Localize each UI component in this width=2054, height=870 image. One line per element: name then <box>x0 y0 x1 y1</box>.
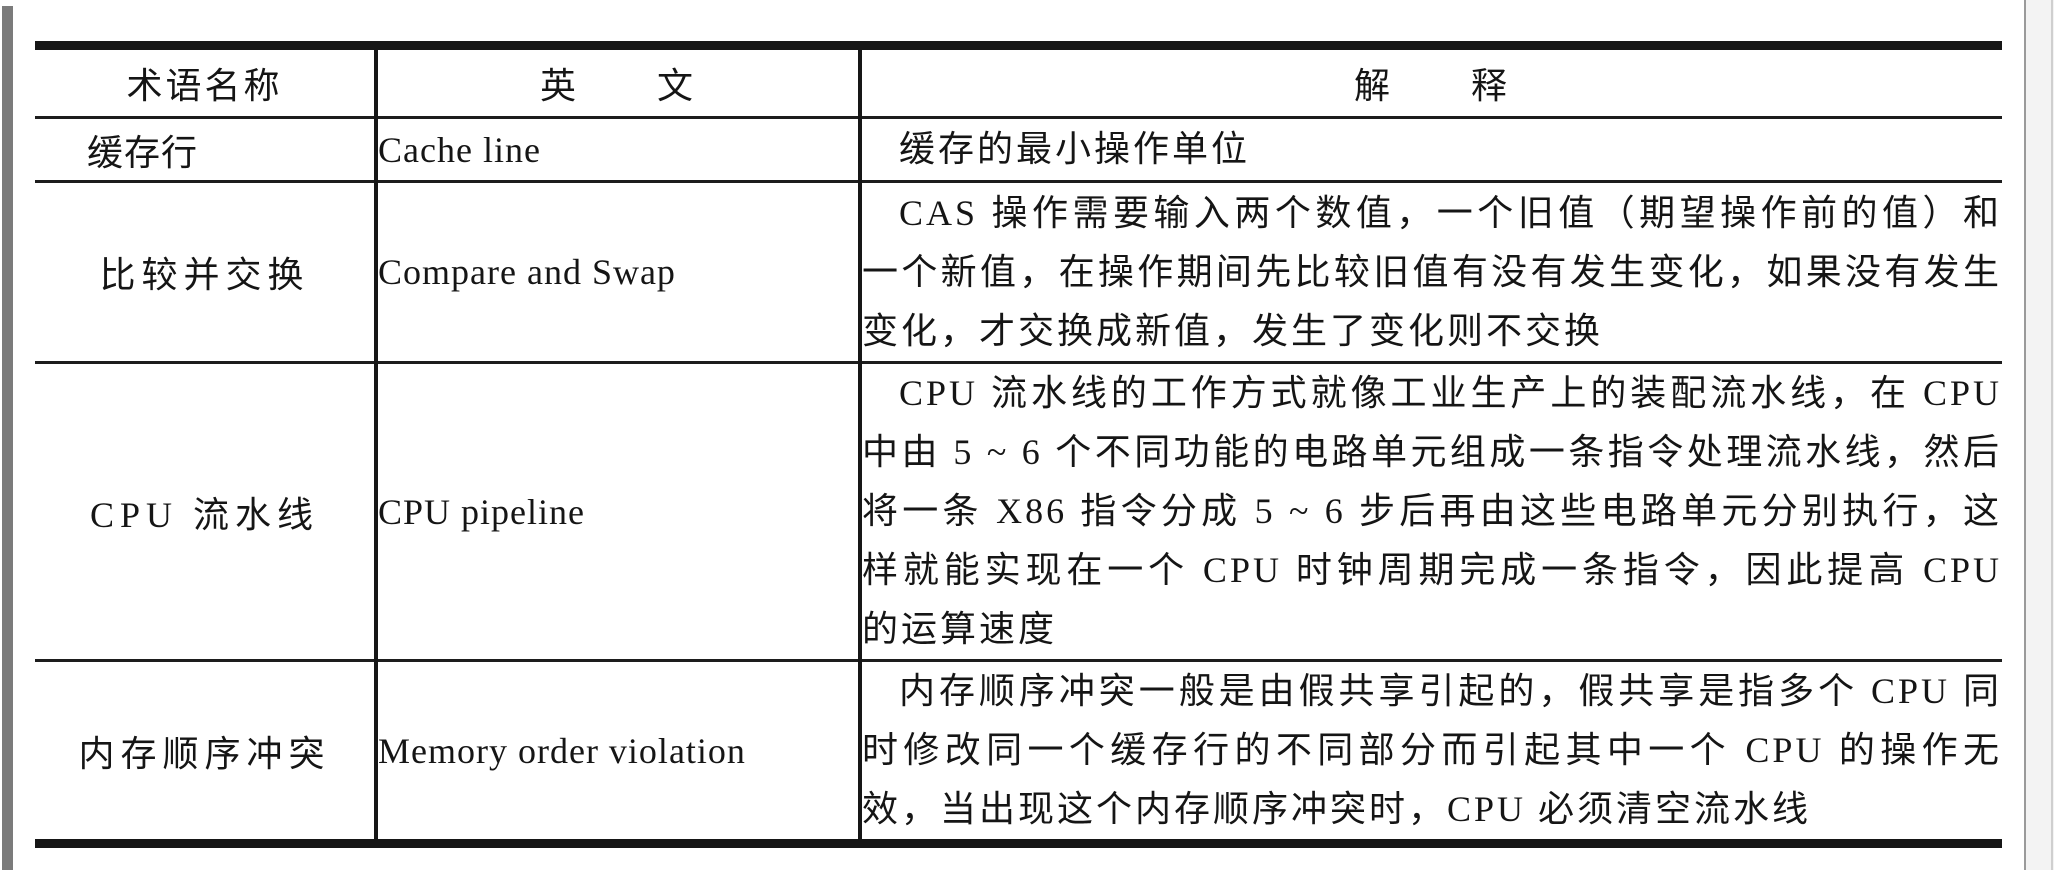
column-header-english: 英 文 <box>374 45 860 119</box>
cell-term: CPU 流水线 <box>89 494 320 535</box>
cell-term: 比较并交换 <box>99 255 310 295</box>
cell-explanation: 内存顺序冲突一般是由假共享引起的，假共享是指多个 CPU 同时修改同一个缓存行的… <box>858 660 2002 844</box>
table-row: CPU 流水线 CPU pipeline CPU 流水线的工作方式就像工业生产上的装… <box>35 362 2002 661</box>
table-row: 缓存行 Cache line 缓存的最小操作单位 <box>35 117 2002 182</box>
right-gutter <box>2024 0 2054 870</box>
cell-english: Compare and Swap <box>374 181 860 363</box>
window-edge-strip <box>2 6 13 870</box>
header-row: 术语名称 英 文 解 释 <box>35 45 2002 119</box>
glossary-table: 术语名称 英 文 解 释 缓存行 Cache line 缓存的最小操作单位 比较并交换… <box>35 41 2002 848</box>
cell-explanation: 缓存的最小操作单位 <box>858 117 2002 182</box>
cell-term: 缓存行 <box>87 132 199 173</box>
cell-explanation: CAS 操作需要输入两个数值，一个旧值（期望操作前的值）和一个新值，在操作期间先… <box>858 181 2002 363</box>
column-header-term: 术语名称 <box>35 45 376 119</box>
cell-explanation: CPU 流水线的工作方式就像工业生产上的装配流水线，在 CPU 中由 5 ~ 6… <box>858 362 2002 661</box>
table-row: 比较并交换 Compare and Swap CAS 操作需要输入两个数值，一个旧值… <box>35 181 2002 363</box>
cell-english: Cache line <box>374 117 860 182</box>
cell-term: 内存顺序冲突 <box>78 733 331 774</box>
column-header-explanation: 解 释 <box>858 45 2002 119</box>
cell-english: Memory order violation <box>374 660 860 844</box>
table-row: 内存顺序冲突 Memory order violation 内存顺序冲突一般是由假共… <box>35 660 2002 844</box>
cell-english: CPU pipeline <box>374 362 860 661</box>
page-edge-line <box>2051 0 2053 870</box>
